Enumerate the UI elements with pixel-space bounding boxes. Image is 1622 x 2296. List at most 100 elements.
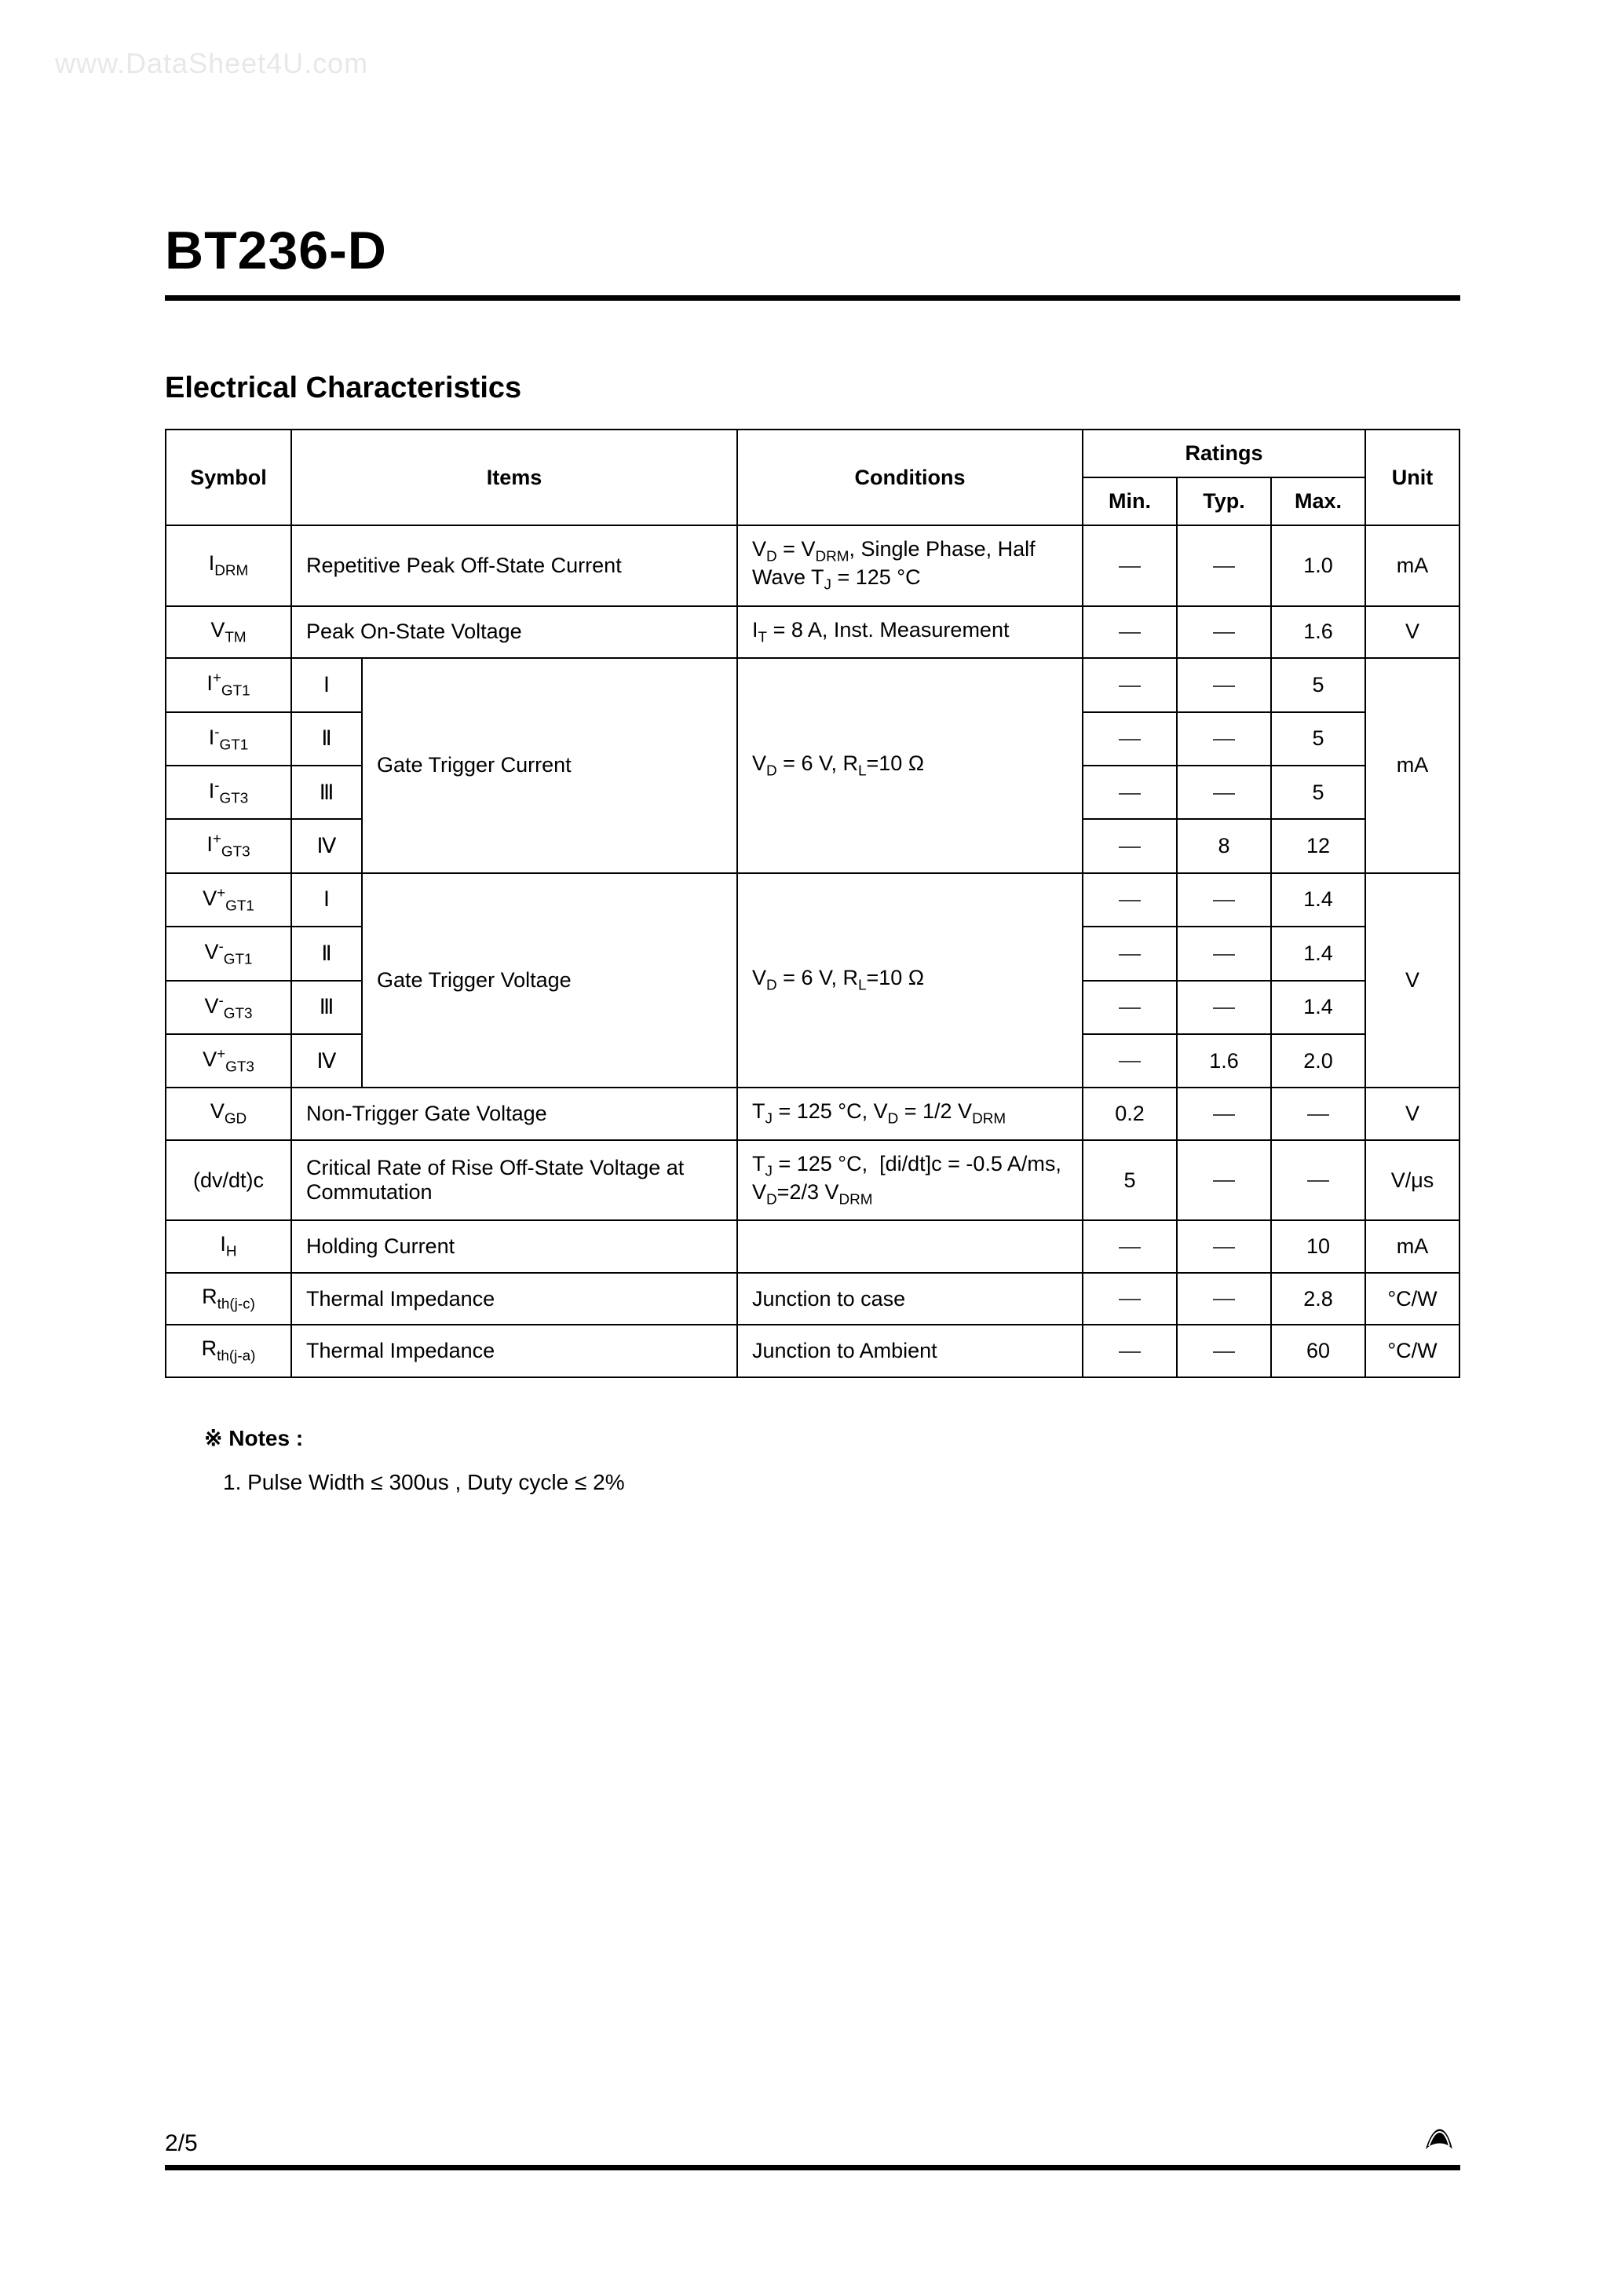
- cell-max: 5: [1271, 712, 1365, 766]
- th-ratings: Ratings: [1083, 430, 1365, 477]
- dash-icon: [1213, 1247, 1235, 1249]
- table-row: IDRM Repetitive Peak Off-State Current V…: [166, 525, 1459, 606]
- cell-min: [1083, 606, 1177, 658]
- dash-icon: [1213, 1114, 1235, 1116]
- watermark-text: www.DataSheet4U.com: [55, 47, 368, 80]
- cell-max: 12: [1271, 819, 1365, 872]
- cell-max: 2.0: [1271, 1034, 1365, 1088]
- cell-max: 2.8: [1271, 1273, 1365, 1325]
- cell-symbol: VGD: [166, 1088, 291, 1139]
- cell-max: 5: [1271, 658, 1365, 711]
- cell-cond: IT = 8 A, Inst. Measurement: [737, 606, 1083, 658]
- cell-symbol: IDRM: [166, 525, 291, 606]
- cell-typ: [1177, 1088, 1271, 1139]
- cell-min: [1083, 1220, 1177, 1272]
- cell-min: [1083, 1273, 1177, 1325]
- cell-typ: [1177, 1325, 1271, 1377]
- page-footer: 2/5: [165, 2130, 1460, 2170]
- dash-icon: [1119, 793, 1141, 795]
- cell-min: 5: [1083, 1140, 1177, 1221]
- cell-item: Critical Rate of Rise Off-State Voltage …: [291, 1140, 737, 1221]
- table-row: VGD Non-Trigger Gate Voltage TJ = 125 °C…: [166, 1088, 1459, 1139]
- cell-symbol: I+GT1: [166, 658, 291, 711]
- cell-item: Repetitive Peak Off-State Current: [291, 525, 737, 606]
- th-conditions: Conditions: [737, 430, 1083, 525]
- part-number-title: BT236-D: [165, 220, 1460, 281]
- cell-unit: mA: [1365, 1220, 1459, 1272]
- dash-icon: [1213, 739, 1235, 740]
- dash-icon: [1213, 954, 1235, 956]
- cell-cond: Junction to Ambient: [737, 1325, 1083, 1377]
- cell-quadrant: Ⅱ: [291, 712, 362, 766]
- table-row: Rth(j-a) Thermal Impedance Junction to A…: [166, 1325, 1459, 1377]
- cell-typ: [1177, 766, 1271, 819]
- section-title: Electrical Characteristics: [165, 371, 1460, 405]
- dash-icon: [1307, 1114, 1329, 1116]
- cell-item: Thermal Impedance: [291, 1273, 737, 1325]
- dash-icon: [1119, 686, 1141, 687]
- cell-unit: °C/W: [1365, 1273, 1459, 1325]
- table-row: I+GT1 Ⅰ Gate Trigger Current VD = 6 V, R…: [166, 658, 1459, 711]
- cell-typ: [1177, 658, 1271, 711]
- cell-typ: [1177, 1140, 1271, 1221]
- cell-cond: VD = VDRM, Single Phase, Half Wave TJ = …: [737, 525, 1083, 606]
- cell-typ: [1177, 525, 1271, 606]
- dash-icon: [1119, 632, 1141, 634]
- cell-unit: V: [1365, 873, 1459, 1088]
- cell-typ: [1177, 1220, 1271, 1272]
- cell-min: [1083, 1034, 1177, 1088]
- cell-max: 1.4: [1271, 873, 1365, 927]
- cell-min: [1083, 658, 1177, 711]
- cell-min: [1083, 873, 1177, 927]
- cell-symbol: V+GT3: [166, 1034, 291, 1088]
- title-rule: [165, 295, 1460, 301]
- cell-typ: 1.6: [1177, 1034, 1271, 1088]
- cell-item: Peak On-State Voltage: [291, 606, 737, 658]
- cell-item: Gate Trigger Current: [362, 658, 737, 873]
- cell-max: [1271, 1088, 1365, 1139]
- table-row: VTM Peak On-State Voltage IT = 8 A, Inst…: [166, 606, 1459, 658]
- cell-typ: [1177, 712, 1271, 766]
- cell-quadrant: Ⅱ: [291, 927, 362, 980]
- brand-logo-icon: [1418, 2115, 1460, 2161]
- cell-max: [1271, 1140, 1365, 1221]
- notes-prefix-icon: ※: [204, 1426, 222, 1450]
- cell-unit: °C/W: [1365, 1325, 1459, 1377]
- cell-min: [1083, 766, 1177, 819]
- cell-min: [1083, 525, 1177, 606]
- cell-max: 1.4: [1271, 981, 1365, 1034]
- footer-rule: [165, 2165, 1460, 2170]
- cell-symbol: (dv/dt)c: [166, 1140, 291, 1221]
- dash-icon: [1119, 846, 1141, 848]
- cell-quadrant: Ⅰ: [291, 658, 362, 711]
- cell-symbol: VTM: [166, 606, 291, 658]
- cell-unit: mA: [1365, 525, 1459, 606]
- dash-icon: [1213, 1351, 1235, 1353]
- dash-icon: [1119, 1351, 1141, 1353]
- dash-icon: [1119, 1299, 1141, 1300]
- table-row: Rth(j-c) Thermal Impedance Junction to c…: [166, 1273, 1459, 1325]
- cell-symbol: IH: [166, 1220, 291, 1272]
- th-max: Max.: [1271, 477, 1365, 525]
- note-item: 1. Pulse Width ≤ 300us , Duty cycle ≤ 2%: [223, 1470, 1460, 1495]
- cell-symbol: I-GT1: [166, 712, 291, 766]
- cell-min: [1083, 819, 1177, 872]
- dash-icon: [1119, 1061, 1141, 1062]
- cell-cond: VD = 6 V, RL=10 Ω: [737, 658, 1083, 873]
- cell-max: 5: [1271, 766, 1365, 819]
- cell-quadrant: Ⅲ: [291, 766, 362, 819]
- dash-icon: [1213, 793, 1235, 795]
- table-header: Symbol Items Conditions Ratings Unit Min…: [166, 430, 1459, 525]
- th-items: Items: [291, 430, 737, 525]
- dash-icon: [1119, 739, 1141, 740]
- th-unit: Unit: [1365, 430, 1459, 525]
- cell-symbol: V+GT1: [166, 873, 291, 927]
- cell-unit: V: [1365, 1088, 1459, 1139]
- cell-typ: 8: [1177, 819, 1271, 872]
- dash-icon: [1307, 1180, 1329, 1182]
- dash-icon: [1213, 566, 1235, 568]
- page-number: 2/5: [165, 2130, 198, 2156]
- cell-unit: mA: [1365, 658, 1459, 873]
- dash-icon: [1213, 1007, 1235, 1009]
- notes-section: ※ Notes : 1. Pulse Width ≤ 300us , Duty …: [204, 1425, 1460, 1495]
